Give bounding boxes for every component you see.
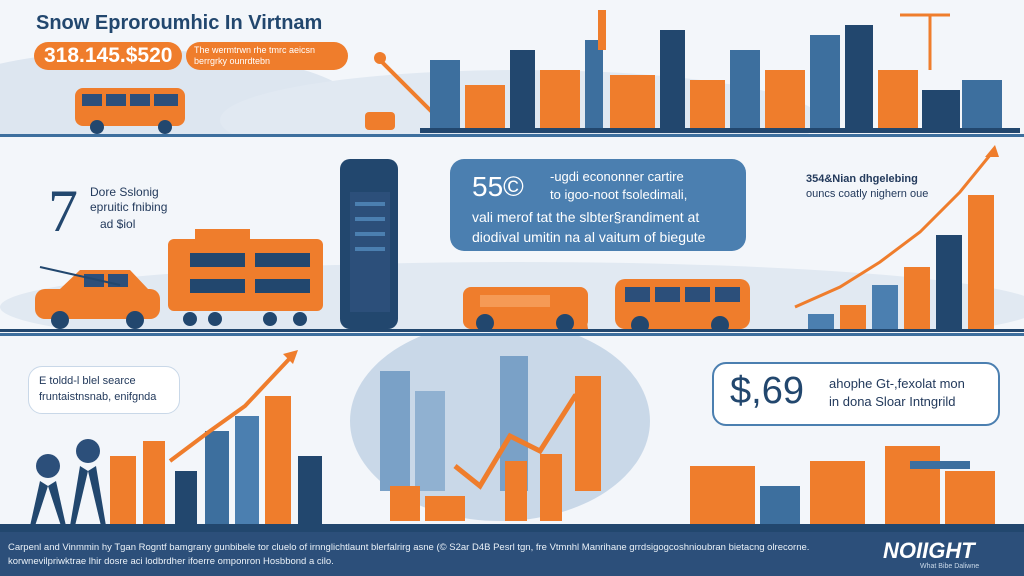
price-line-1: ahophe Gt-,fexolat mon (829, 376, 965, 391)
page-title: Snow Eproroumhic In Virtnam (36, 12, 323, 34)
left-bubble-line-2: fruntaistnsnab, enifgnda (39, 391, 157, 403)
bottom-band: E toldd-l blel searce fruntaistnsnab, en… (0, 336, 1024, 532)
footer-logo: NOIIGHT (883, 538, 975, 563)
label-line-2: epruitic fnibing (90, 200, 168, 214)
top-band: Snow Eproroumhic In Virtnam 318.145.$520… (0, 0, 1024, 135)
transport-illustration (0, 145, 1024, 332)
footer-line-1: Carpenl and Vinmmin hy Tgan Rogntf bamgr… (8, 542, 810, 553)
footer-line-2: korwnevilpriwktrae lhir dosre aci lodbrd… (8, 556, 334, 567)
big-number: 7 (48, 178, 78, 244)
amount-caption-badge: The wermtrwn rhe tmrc aeicsn berrgrky ou… (186, 42, 348, 70)
bubble-line-4: diodival umitin na al vaitum of biegute (472, 229, 706, 245)
price-line-2: in dona Sloar Intngrild (829, 394, 956, 409)
band-divider-2 (0, 333, 1024, 336)
left-info-bubble: E toldd-l blel searce fruntaistnsnab, en… (28, 366, 180, 414)
bubble-number: 55© (472, 171, 524, 202)
amount-value: 318.145.$520 (44, 44, 173, 67)
footer: Carpenl and Vinmmin hy Tgan Rogntf bamgr… (0, 532, 1024, 576)
amount-caption: The wermtrwn rhe tmrc aeicsn berrgrky ou… (194, 45, 316, 66)
top-skyline-illustration (0, 10, 1020, 135)
price-bubble: $,69 ahophe Gt-,fexolat mon in dona Sloa… (712, 362, 1000, 426)
label-line-3: ad $iol (100, 217, 136, 231)
bus-illustration (75, 88, 185, 134)
label-line-1: Dore Sslonig (90, 185, 159, 199)
footer-logo-sub: What Bibe Daliwne (920, 563, 980, 570)
left-bubble-line-1: E toldd-l blel searce (39, 375, 136, 387)
amount-badge: 318.145.$520 (34, 42, 182, 70)
growth-illustration (0, 336, 1024, 532)
bubble-line-3: vali merof tat the slbter§randiment at (472, 209, 700, 225)
bubble-line-1: -ugdi econonner cartire (550, 169, 684, 184)
price-value: $,69 (730, 370, 804, 412)
middle-band: 7 Dore Sslonig epruitic fnibing ad $iol … (0, 137, 1024, 332)
growth-caption-1: 354&Nian dhgelebing (806, 173, 918, 185)
info-bubble: 55© -ugdi econonner cartire to igoo-noot… (450, 159, 746, 251)
bubble-line-2: to igoo-noot fsoledimali, (550, 187, 688, 202)
band-divider-1 (0, 134, 1024, 137)
growth-caption-2: ouncs coatly nighern oue (806, 188, 929, 200)
